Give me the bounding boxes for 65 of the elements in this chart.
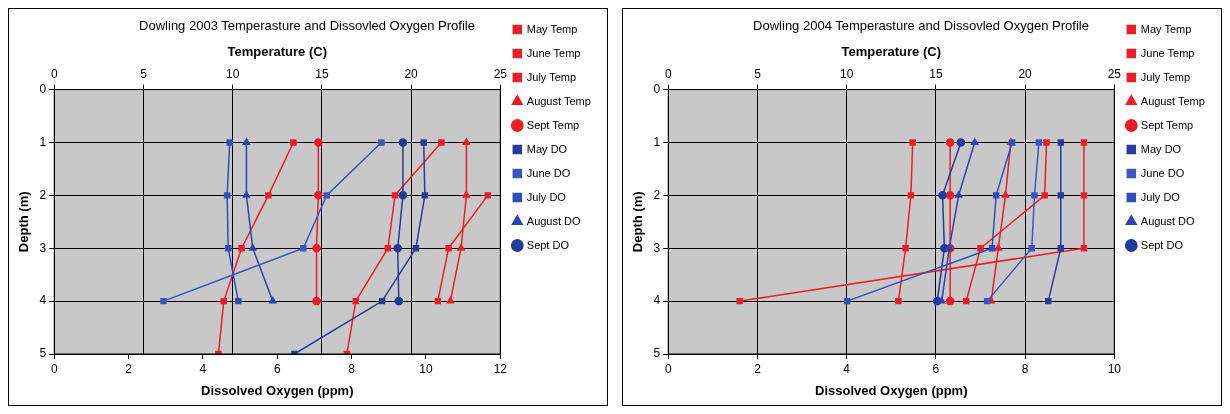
x-axis-title: Dissolved Oxygen (ppm) (815, 382, 968, 398)
legend-label: Sept Temp (1140, 118, 1194, 131)
y-tick-label: 3 (39, 240, 47, 255)
legend-label: May DO (1140, 142, 1182, 155)
y-tick-label: 1 (39, 134, 47, 149)
legend-label: July DO (1140, 190, 1181, 203)
legend-label: Sept DO (1140, 238, 1184, 251)
y-tick-label: 0 (653, 81, 661, 96)
x-tick-label: 2 (125, 361, 133, 376)
x2-tick-label: 25 (1107, 66, 1122, 81)
legend-label: July Temp (526, 70, 577, 83)
x-tick-label: 4 (199, 361, 207, 376)
y-axis-title: Depth (m) (16, 191, 32, 253)
y-tick-label: 2 (39, 187, 47, 202)
legend-label: July DO (526, 190, 567, 203)
x-tick-label: 6 (273, 361, 281, 376)
x-tick-label: 6 (932, 361, 940, 376)
legend-label: June Temp (1140, 46, 1195, 59)
x-tick-label: 0 (664, 361, 672, 376)
legend-label: August DO (526, 214, 582, 227)
x2-tick-label: 15 (929, 66, 943, 81)
legend-label: June DO (1140, 166, 1185, 179)
legend-label: Sept DO (526, 238, 570, 251)
legend-label: June Temp (526, 46, 581, 59)
legend-label: August Temp (526, 94, 591, 107)
x2-tick-label: 10 (226, 66, 240, 81)
x2-tick-label: 0 (664, 66, 672, 81)
x2-tick-label: 10 (840, 66, 854, 81)
y-tick-label: 4 (39, 293, 47, 308)
x2-tick-label: 15 (315, 66, 329, 81)
x2-tick-label: 20 (404, 66, 419, 81)
x-tick-label: 4 (843, 361, 851, 376)
legend-label: May Temp (1140, 22, 1192, 35)
y-tick-label: 0 (39, 81, 47, 96)
chart-title: Dowling 2004 Temperasture and Dissovled Oxygen Profile (753, 18, 1089, 34)
chart-title: Dowling 2003 Temperasture and Dissovled Oxygen Profile (139, 18, 475, 34)
legend-label: August DO (1140, 214, 1196, 227)
x-tick-label: 8 (1021, 361, 1029, 376)
legend-label: May Temp (526, 22, 578, 35)
x-axis-title: Dissolved Oxygen (ppm) (201, 382, 354, 398)
y-tick-label: 2 (653, 187, 661, 202)
legend-label: May DO (526, 142, 568, 155)
x2-tick-label: 25 (493, 66, 508, 81)
x2-tick-label: 0 (50, 66, 58, 81)
x-tick-label: 12 (493, 361, 508, 376)
x-tick-label: 2 (754, 361, 762, 376)
x-tick-label: 10 (419, 361, 433, 376)
y-axis-title: Depth (m) (630, 191, 646, 253)
x2-tick-label: 5 (140, 66, 148, 81)
legend-label: Sept Temp (526, 118, 580, 131)
x-tick-label: 8 (348, 361, 356, 376)
y-tick-label: 1 (653, 134, 661, 149)
y-tick-label: 5 (653, 346, 661, 361)
x-tick-label: 10 (1107, 361, 1122, 376)
y-tick-label: 5 (39, 346, 47, 361)
x2-tick-label: 5 (754, 66, 762, 81)
legend-label: June DO (526, 166, 571, 179)
x2-tick-label: 20 (1018, 66, 1033, 81)
y-tick-label: 3 (653, 240, 661, 255)
x2-axis-title: Temperature (C) (227, 43, 328, 59)
legend-label: August Temp (1140, 94, 1205, 107)
legend-label: July Temp (1140, 70, 1191, 83)
y-tick-label: 4 (653, 293, 661, 308)
x2-axis-title: Temperature (C) (841, 43, 942, 59)
x-tick-label: 0 (50, 361, 58, 376)
